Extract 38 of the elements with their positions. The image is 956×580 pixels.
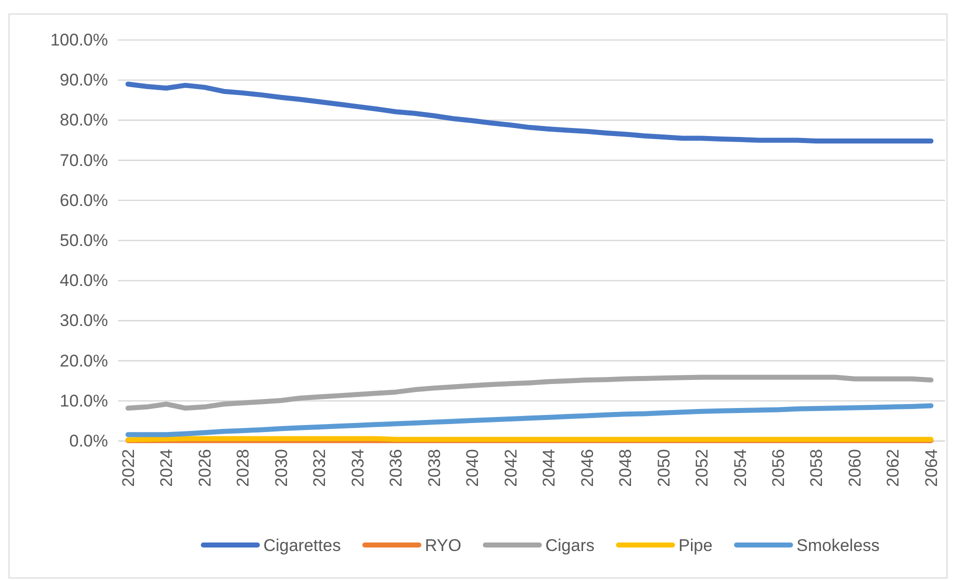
legend-label: Pipe bbox=[678, 536, 713, 555]
x-tick-label: 2034 bbox=[348, 449, 368, 487]
y-tick-label: 60.0% bbox=[60, 190, 108, 210]
x-tick-label: 2060 bbox=[845, 449, 864, 487]
x-tick-label: 2026 bbox=[195, 449, 214, 487]
x-tick-label: 2042 bbox=[501, 449, 520, 487]
y-tick-label: 100.0% bbox=[50, 30, 108, 50]
x-tick-label: 2048 bbox=[616, 449, 636, 487]
y-tick-label: 80.0% bbox=[60, 110, 108, 130]
x-tick-label: 2022 bbox=[118, 449, 138, 487]
legend-label: RYO bbox=[424, 536, 462, 555]
x-tick-label: 2038 bbox=[424, 449, 444, 487]
y-tick-label: 20.0% bbox=[60, 351, 108, 370]
x-tick-label: 2030 bbox=[272, 449, 291, 487]
x-tick-label: 2044 bbox=[540, 449, 559, 487]
y-tick-label: 50.0% bbox=[60, 230, 108, 250]
y-tick-label: 0.0% bbox=[69, 431, 108, 450]
x-tick-label: 2028 bbox=[234, 449, 253, 487]
legend-label: Cigars bbox=[545, 536, 594, 555]
legend-label: Smokeless bbox=[796, 536, 880, 555]
x-tick-label: 2032 bbox=[310, 449, 330, 487]
x-tick-label: 2058 bbox=[807, 449, 826, 487]
x-tick-label: 2056 bbox=[769, 449, 788, 487]
x-tick-label: 2024 bbox=[157, 449, 176, 487]
legend-label: Cigarettes bbox=[263, 536, 341, 555]
x-tick-label: 2062 bbox=[884, 449, 903, 487]
y-tick-label: 70.0% bbox=[60, 150, 108, 170]
x-tick-label: 2054 bbox=[730, 449, 750, 487]
x-tick-label: 2064 bbox=[922, 449, 941, 487]
x-tick-label: 2040 bbox=[463, 449, 482, 487]
x-tick-label: 2046 bbox=[578, 449, 597, 487]
y-tick-label: 10.0% bbox=[60, 391, 108, 410]
x-tick-label: 2036 bbox=[386, 449, 406, 487]
x-tick-label: 2052 bbox=[692, 449, 712, 487]
y-tick-label: 90.0% bbox=[60, 70, 108, 90]
y-tick-label: 40.0% bbox=[60, 271, 108, 290]
x-tick-label: 2050 bbox=[654, 449, 674, 487]
y-tick-label: 30.0% bbox=[60, 311, 108, 330]
